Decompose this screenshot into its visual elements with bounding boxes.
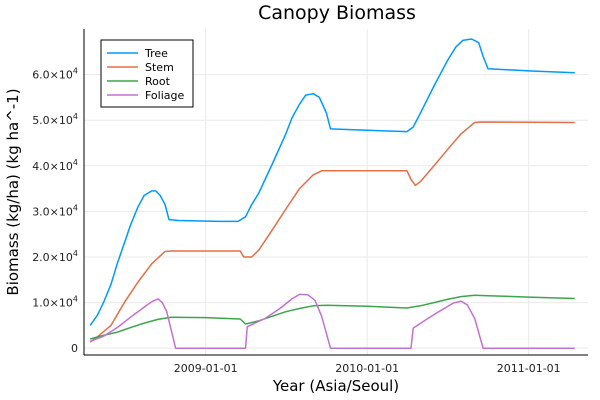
series-line-tree [89,38,575,326]
y-tick-label: 5.0×104 [32,112,78,127]
series-line-root [90,294,575,340]
series-lines [89,38,575,349]
y-tick-label: 0 [71,342,78,355]
x-tick-label: 2011-01-01 [497,362,561,375]
x-tick-labels: 2009-01-01 2010-01-01 2011-01-01 [174,362,561,375]
legend-box [100,39,194,108]
y-tick-label: 4.0×104 [32,158,78,173]
series-line-foliage [89,293,575,349]
series-line-stem [89,121,575,343]
x-tick-label: 2010-01-01 [335,362,399,375]
legend-label-tree: Tree [144,47,168,60]
y-tick-labels: 0 1.0×104 2.0×104 3.0×104 4.0×104 5.0×104 6.0×… [32,67,78,356]
x-axis-title: Year (Asia/Seoul) [272,377,399,395]
y-axis-title: Biomass (kg/ha) (kg ha^-1) [4,88,22,295]
y-tick-label: 2.0×104 [32,249,78,264]
legend-label-root: Root [145,75,171,88]
legend-label-foliage: Foliage [145,89,185,102]
y-tick-label: 3.0×104 [32,203,78,218]
chart-title: Canopy Biomass [258,2,416,24]
legend-label-stem: Stem [145,61,174,74]
y-tick-label: 6.0×104 [32,67,78,82]
x-tick-label: 2009-01-01 [174,362,238,375]
y-tick-label: 1.0×104 [32,295,78,310]
